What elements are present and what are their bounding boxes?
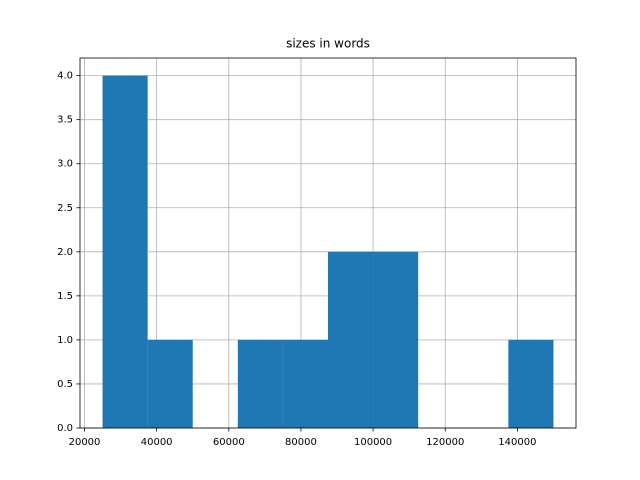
x-tick-label: 140000 xyxy=(498,437,536,448)
y-tick-label: 2.0 xyxy=(57,247,73,258)
plot-frame xyxy=(79,57,577,429)
y-tick-label: 1.5 xyxy=(57,291,73,302)
x-tick-label: 40000 xyxy=(141,437,173,448)
bar xyxy=(147,339,193,428)
bar xyxy=(373,251,419,428)
y-tick-label: 4.0 xyxy=(57,71,73,82)
x-tick-label: 60000 xyxy=(213,437,245,448)
x-tick-label: 120000 xyxy=(426,437,464,448)
x-tick-label: 20000 xyxy=(69,437,101,448)
x-tick-label: 100000 xyxy=(354,437,392,448)
y-tick-label: 3.0 xyxy=(57,159,73,170)
y-tick-label: 0.5 xyxy=(57,379,73,390)
y-tick-label: 0.0 xyxy=(57,423,73,434)
bar xyxy=(508,339,554,428)
bar xyxy=(328,251,374,428)
y-tick-label: 3.5 xyxy=(57,115,73,126)
y-tick-label: 2.5 xyxy=(57,203,73,214)
chart-title: sizes in words xyxy=(286,37,370,51)
bar xyxy=(237,339,283,428)
y-tick-label: 1.0 xyxy=(57,335,73,346)
x-tick-label: 80000 xyxy=(285,437,317,448)
bar xyxy=(282,339,328,428)
bar xyxy=(102,75,148,428)
